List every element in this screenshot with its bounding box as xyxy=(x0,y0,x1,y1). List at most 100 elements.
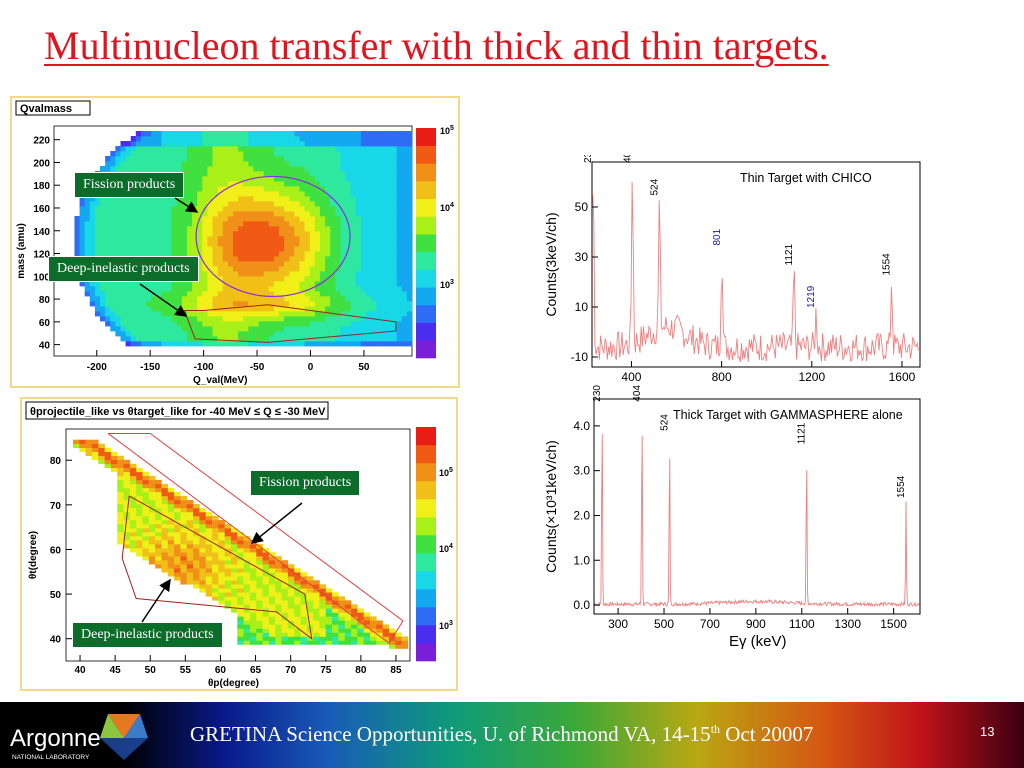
heatmap-cell xyxy=(197,146,203,152)
peak-label: 524 xyxy=(660,414,671,431)
heatmap-cell xyxy=(325,604,333,609)
heatmap-cell xyxy=(401,191,408,197)
heatmap-cell xyxy=(199,588,207,593)
heatmap-cell xyxy=(314,176,321,182)
heatmap-cell xyxy=(268,580,276,585)
heatmap-cell xyxy=(222,316,229,322)
heatmap-cell xyxy=(146,201,152,207)
heatmap-cell xyxy=(202,291,208,297)
heatmap-cell xyxy=(230,568,238,573)
heatmap-cell xyxy=(243,616,251,621)
heatmap-cell xyxy=(330,151,336,157)
heatmap-cell xyxy=(406,271,413,277)
heatmap-cell xyxy=(340,176,346,182)
heatmap-cell xyxy=(212,156,219,162)
heatmap-cell xyxy=(340,171,346,177)
heatmap-cell xyxy=(369,636,377,641)
heatmap-cell xyxy=(130,156,137,162)
heatmap-cell xyxy=(279,276,285,282)
heatmap-cell xyxy=(345,291,352,297)
heatmap-cell xyxy=(212,231,219,237)
heatmap-cell xyxy=(335,211,341,217)
heatmap-cell xyxy=(217,326,224,332)
y-tick-label: 50 xyxy=(50,590,62,601)
heatmap-cell xyxy=(243,136,249,142)
heatmap-cell xyxy=(199,568,207,573)
heatmap-cell xyxy=(319,311,326,317)
heatmap-cell xyxy=(125,311,132,317)
heatmap-cell xyxy=(105,286,111,292)
heatmap-cell xyxy=(309,166,316,172)
heatmap-cell xyxy=(263,211,270,217)
heatmap-cell xyxy=(166,151,173,157)
heatmap-cell xyxy=(273,181,280,187)
heatmap-cell xyxy=(167,524,175,529)
heatmap-cell xyxy=(294,226,300,232)
heatmap-cell xyxy=(262,572,270,577)
heatmap-cell xyxy=(136,520,143,525)
heatmap-cell xyxy=(180,503,188,509)
heatmap-cell xyxy=(256,628,263,633)
heatmap-cell xyxy=(309,241,316,247)
heatmap-cell xyxy=(273,256,280,262)
heatmap-cell xyxy=(140,156,147,162)
heatmap-cell xyxy=(248,316,254,322)
heatmap-cell xyxy=(391,226,398,232)
heatmap-cell xyxy=(161,156,167,162)
heatmap-cell xyxy=(289,141,295,147)
heatmap-cell xyxy=(304,141,311,147)
heatmap-cell xyxy=(192,331,198,337)
heatmap-cell xyxy=(294,296,300,302)
heatmap-cell xyxy=(376,216,382,222)
heatmap-cell xyxy=(186,301,193,307)
heatmap-cell xyxy=(174,507,181,513)
heatmap-cell xyxy=(391,131,398,137)
heatmap-cell xyxy=(386,251,392,257)
heatmap-cell xyxy=(161,221,167,227)
heatmap-cell xyxy=(176,336,183,342)
heatmap-cell xyxy=(130,296,137,302)
heatmap-cell xyxy=(151,196,157,202)
heatmap-cell xyxy=(105,166,111,172)
heatmap-cell xyxy=(222,156,229,162)
heatmap-cell xyxy=(284,161,290,167)
heatmap-cell xyxy=(335,146,341,152)
heatmap-cell xyxy=(299,156,305,162)
heatmap-cell xyxy=(233,256,239,262)
heatmap-cell xyxy=(279,291,285,297)
heatmap-cell xyxy=(319,306,326,312)
heatmap-cell xyxy=(396,146,403,152)
heatmap-cell xyxy=(386,271,392,277)
heatmap-cell xyxy=(294,628,301,633)
heatmap-cell xyxy=(105,211,111,217)
heatmap-cell xyxy=(151,246,157,252)
heatmap-cell xyxy=(350,206,357,212)
heatmap-cell xyxy=(294,311,300,317)
heatmap-cell xyxy=(125,246,132,252)
heatmap-cell xyxy=(279,236,285,242)
heatmap-cell xyxy=(186,511,194,517)
heatmap-cell xyxy=(401,296,408,302)
heatmap-cell xyxy=(176,246,183,252)
heatmap-cell xyxy=(279,216,285,222)
heatmap-cell xyxy=(238,321,244,327)
heatmap-cell xyxy=(281,624,289,629)
heatmap-cell xyxy=(376,136,382,142)
heatmap-cell xyxy=(273,341,280,347)
heatmap-cell xyxy=(340,156,346,162)
heatmap-cell xyxy=(230,564,238,569)
heatmap-cell xyxy=(335,321,341,327)
heatmap-cell xyxy=(350,171,357,177)
heatmap-cell xyxy=(279,221,285,227)
heatmap-cell xyxy=(148,544,156,549)
heatmap-cell xyxy=(222,151,229,157)
heatmap-cell xyxy=(237,584,244,589)
heatmap-cell xyxy=(146,251,152,257)
heatmap-cell xyxy=(325,331,331,337)
heatmap-cell xyxy=(325,231,331,237)
heatmap-cell xyxy=(314,251,321,257)
heatmap-cell xyxy=(335,306,341,312)
heatmap-cell xyxy=(171,161,178,167)
heatmap-cell xyxy=(319,321,326,327)
heatmap-cell xyxy=(396,206,403,212)
